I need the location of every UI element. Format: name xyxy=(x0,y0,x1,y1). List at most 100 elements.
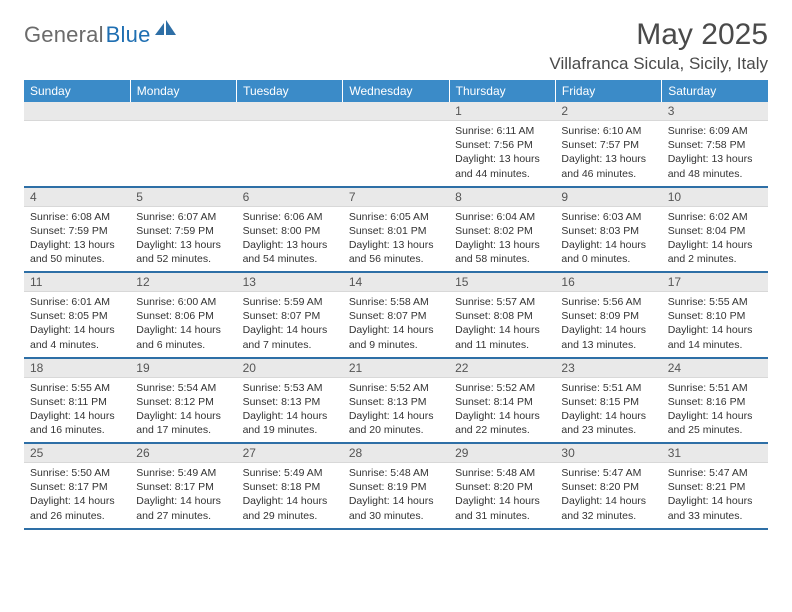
day-number: 14 xyxy=(343,273,449,291)
col-saturday: Saturday xyxy=(662,80,768,102)
daylight: Daylight: 13 hours and 44 minutes. xyxy=(455,152,549,180)
day-number: 22 xyxy=(449,359,555,377)
day-cell-details: Sunrise: 5:56 AMSunset: 8:09 PMDaylight:… xyxy=(555,292,661,358)
daylight: Daylight: 14 hours and 29 minutes. xyxy=(243,494,337,522)
daylight: Daylight: 14 hours and 14 minutes. xyxy=(668,323,762,351)
sun-details: Sunrise: 5:59 AMSunset: 8:07 PMDaylight:… xyxy=(237,292,343,356)
daylight: Daylight: 14 hours and 22 minutes. xyxy=(455,409,549,437)
day-number: 18 xyxy=(24,359,130,377)
daylight: Daylight: 13 hours and 52 minutes. xyxy=(136,238,230,266)
day-cell-details: Sunrise: 5:53 AMSunset: 8:13 PMDaylight:… xyxy=(237,377,343,443)
day-cell-num: 28 xyxy=(343,443,449,463)
day-cell-num: 16 xyxy=(555,272,661,292)
day-number: 15 xyxy=(449,273,555,291)
details-row: Sunrise: 6:01 AMSunset: 8:05 PMDaylight:… xyxy=(24,292,768,358)
sunrise: Sunrise: 6:03 AM xyxy=(561,210,655,224)
daylight: Daylight: 14 hours and 30 minutes. xyxy=(349,494,443,522)
daynum-row: 25262728293031 xyxy=(24,443,768,463)
day-cell-num: 9 xyxy=(555,187,661,207)
day-number xyxy=(343,102,449,106)
day-cell-details: Sunrise: 6:05 AMSunset: 8:01 PMDaylight:… xyxy=(343,206,449,272)
sunset: Sunset: 8:04 PM xyxy=(668,224,762,238)
sun-details: Sunrise: 6:05 AMSunset: 8:01 PMDaylight:… xyxy=(343,207,449,271)
day-number: 13 xyxy=(237,273,343,291)
sunrise: Sunrise: 5:56 AM xyxy=(561,295,655,309)
daylight: Daylight: 14 hours and 0 minutes. xyxy=(561,238,655,266)
sun-details: Sunrise: 6:04 AMSunset: 8:02 PMDaylight:… xyxy=(449,207,555,271)
sunset: Sunset: 7:59 PM xyxy=(136,224,230,238)
day-cell-details: Sunrise: 5:57 AMSunset: 8:08 PMDaylight:… xyxy=(449,292,555,358)
day-cell-num: 22 xyxy=(449,358,555,378)
day-cell-num: 14 xyxy=(343,272,449,292)
daylight: Daylight: 14 hours and 31 minutes. xyxy=(455,494,549,522)
daynum-row: 45678910 xyxy=(24,187,768,207)
day-number: 28 xyxy=(343,444,449,462)
day-cell-num: 17 xyxy=(662,272,768,292)
daylight: Daylight: 13 hours and 54 minutes. xyxy=(243,238,337,266)
day-cell-num: 19 xyxy=(130,358,236,378)
sun-details: Sunrise: 6:09 AMSunset: 7:58 PMDaylight:… xyxy=(662,121,768,185)
sun-details: Sunrise: 5:48 AMSunset: 8:20 PMDaylight:… xyxy=(449,463,555,527)
sun-details: Sunrise: 6:06 AMSunset: 8:00 PMDaylight:… xyxy=(237,207,343,271)
sun-details: Sunrise: 5:47 AMSunset: 8:20 PMDaylight:… xyxy=(555,463,661,527)
sun-details: Sunrise: 5:50 AMSunset: 8:17 PMDaylight:… xyxy=(24,463,130,527)
day-cell-num: 27 xyxy=(237,443,343,463)
day-cell-num: 24 xyxy=(662,358,768,378)
day-cell-details: Sunrise: 6:07 AMSunset: 7:59 PMDaylight:… xyxy=(130,206,236,272)
sunrise: Sunrise: 6:00 AM xyxy=(136,295,230,309)
sunset: Sunset: 8:12 PM xyxy=(136,395,230,409)
day-number: 25 xyxy=(24,444,130,462)
sun-details: Sunrise: 5:52 AMSunset: 8:13 PMDaylight:… xyxy=(343,378,449,442)
sun-details: Sunrise: 5:58 AMSunset: 8:07 PMDaylight:… xyxy=(343,292,449,356)
daylight: Daylight: 14 hours and 19 minutes. xyxy=(243,409,337,437)
sunset: Sunset: 7:57 PM xyxy=(561,138,655,152)
sunrise: Sunrise: 5:55 AM xyxy=(30,381,124,395)
col-wednesday: Wednesday xyxy=(343,80,449,102)
day-number: 2 xyxy=(555,102,661,120)
day-cell-details: Sunrise: 5:52 AMSunset: 8:13 PMDaylight:… xyxy=(343,377,449,443)
col-monday: Monday xyxy=(130,80,236,102)
sunset: Sunset: 8:11 PM xyxy=(30,395,124,409)
day-number: 30 xyxy=(555,444,661,462)
day-cell-details: Sunrise: 5:50 AMSunset: 8:17 PMDaylight:… xyxy=(24,463,130,529)
day-cell-details: Sunrise: 5:58 AMSunset: 8:07 PMDaylight:… xyxy=(343,292,449,358)
sunrise: Sunrise: 6:07 AM xyxy=(136,210,230,224)
day-cell-num: 4 xyxy=(24,187,130,207)
sunset: Sunset: 8:02 PM xyxy=(455,224,549,238)
day-cell-num: 1 xyxy=(449,102,555,121)
sun-details: Sunrise: 5:51 AMSunset: 8:16 PMDaylight:… xyxy=(662,378,768,442)
day-cell-details: Sunrise: 6:00 AMSunset: 8:06 PMDaylight:… xyxy=(130,292,236,358)
sunset: Sunset: 8:05 PM xyxy=(30,309,124,323)
daynum-row: 11121314151617 xyxy=(24,272,768,292)
day-cell-details: Sunrise: 5:47 AMSunset: 8:21 PMDaylight:… xyxy=(662,463,768,529)
sunrise: Sunrise: 5:55 AM xyxy=(668,295,762,309)
sun-details: Sunrise: 6:08 AMSunset: 7:59 PMDaylight:… xyxy=(24,207,130,271)
day-cell-details: Sunrise: 6:03 AMSunset: 8:03 PMDaylight:… xyxy=(555,206,661,272)
location: Villafranca Sicula, Sicily, Italy xyxy=(549,54,768,74)
day-number: 1 xyxy=(449,102,555,120)
day-cell-num: 30 xyxy=(555,443,661,463)
day-cell-num: 26 xyxy=(130,443,236,463)
sunset: Sunset: 8:07 PM xyxy=(243,309,337,323)
day-header-row: Sunday Monday Tuesday Wednesday Thursday… xyxy=(24,80,768,102)
sunset: Sunset: 8:16 PM xyxy=(668,395,762,409)
sail-icon xyxy=(155,20,177,43)
daylight: Daylight: 13 hours and 56 minutes. xyxy=(349,238,443,266)
day-cell-details xyxy=(343,121,449,187)
sun-details: Sunrise: 5:55 AMSunset: 8:10 PMDaylight:… xyxy=(662,292,768,356)
day-cell-num: 23 xyxy=(555,358,661,378)
sunset: Sunset: 8:08 PM xyxy=(455,309,549,323)
sun-details: Sunrise: 5:47 AMSunset: 8:21 PMDaylight:… xyxy=(662,463,768,527)
sunset: Sunset: 8:10 PM xyxy=(668,309,762,323)
sunrise: Sunrise: 6:06 AM xyxy=(243,210,337,224)
sunset: Sunset: 8:07 PM xyxy=(349,309,443,323)
daylight: Daylight: 14 hours and 17 minutes. xyxy=(136,409,230,437)
sunrise: Sunrise: 5:52 AM xyxy=(349,381,443,395)
details-row: Sunrise: 5:50 AMSunset: 8:17 PMDaylight:… xyxy=(24,463,768,529)
sunset: Sunset: 7:58 PM xyxy=(668,138,762,152)
sunrise: Sunrise: 5:58 AM xyxy=(349,295,443,309)
day-number: 10 xyxy=(662,188,768,206)
sun-details: Sunrise: 6:11 AMSunset: 7:56 PMDaylight:… xyxy=(449,121,555,185)
brand-part1: General xyxy=(24,22,104,48)
sunset: Sunset: 8:14 PM xyxy=(455,395,549,409)
